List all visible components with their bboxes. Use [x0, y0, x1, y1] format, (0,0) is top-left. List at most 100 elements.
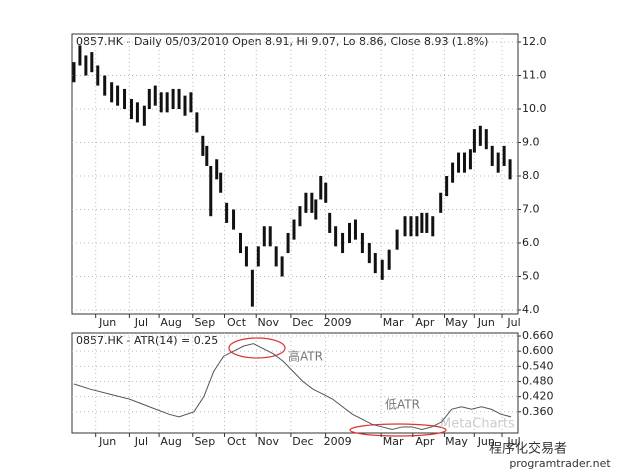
price-bar	[319, 176, 323, 200]
price-bar	[353, 219, 357, 240]
price-bar	[201, 135, 205, 156]
watermark: 程序化交易者	[489, 441, 567, 457]
price-bar	[310, 192, 314, 213]
x-tick-label: Jun	[477, 316, 495, 329]
price-bar	[153, 85, 157, 106]
price-bar	[165, 92, 169, 113]
x-tick-label: Jul	[506, 316, 520, 329]
price-bar	[84, 55, 88, 76]
watermark: programtrader.net	[509, 457, 611, 470]
price-bar	[195, 112, 199, 133]
price-bar	[177, 88, 181, 110]
price-bar	[129, 98, 133, 120]
atr-frame	[71, 332, 519, 434]
price-bar	[219, 172, 223, 193]
price-bar	[387, 249, 391, 270]
price-bar	[159, 92, 163, 113]
price-bar	[380, 259, 384, 280]
price-bar	[286, 232, 290, 254]
y-tick-label: 6.0	[522, 236, 540, 249]
price-bar	[478, 125, 482, 146]
price-bar	[183, 95, 187, 116]
price-bar	[110, 82, 114, 103]
y-tick-label: 0.540	[522, 359, 554, 372]
y-tick-label: 5.0	[522, 269, 540, 282]
price-bar	[472, 129, 476, 153]
x-tick-label: Mar	[383, 316, 404, 329]
x-tick-label: Aug	[160, 435, 181, 448]
y-tick-label: 11.0	[522, 69, 547, 82]
x-tick-label: Nov	[258, 435, 280, 448]
atr-line	[73, 343, 512, 430]
price-bar	[395, 229, 399, 250]
price-bar	[292, 219, 296, 240]
x-tick-label: 2009	[324, 435, 352, 448]
y-tick-label: 12.0	[522, 35, 547, 48]
price-bar	[250, 269, 254, 307]
price-bar	[496, 152, 500, 173]
x-tick-label: Jun	[477, 435, 495, 448]
price-bar	[334, 226, 338, 247]
watermark: MetaCharts	[440, 417, 515, 432]
high-atr-ellipse	[228, 337, 286, 359]
price-bar	[244, 246, 248, 267]
price-bar	[415, 216, 419, 237]
price-bar	[256, 246, 260, 267]
x-tick-label: Jul	[134, 435, 148, 448]
x-tick-label: May	[445, 316, 468, 329]
y-tick-label: 0.600	[522, 344, 554, 357]
price-bar	[225, 202, 229, 223]
price-bar	[314, 199, 318, 220]
x-tick-label: Jun	[98, 316, 116, 329]
price-bar	[171, 88, 175, 110]
price-bar	[462, 152, 466, 173]
price-bar	[215, 159, 219, 180]
price-bar	[403, 216, 407, 237]
price-bar	[341, 232, 345, 254]
price-bar	[348, 222, 352, 243]
price-bar	[373, 253, 377, 274]
x-tick-label: May	[445, 435, 468, 448]
price-bar	[147, 88, 151, 110]
price-bar	[123, 88, 127, 110]
y-tick-label: 9.0	[522, 136, 540, 149]
price-bar	[262, 226, 266, 247]
price-bar	[142, 105, 146, 126]
x-tick-label: Apr	[415, 435, 435, 448]
price-bar	[90, 52, 94, 73]
x-tick-label: Dec	[292, 435, 313, 448]
y-tick-label: 0.360	[522, 405, 554, 418]
price-bar	[367, 242, 371, 264]
price-bar	[324, 182, 328, 203]
price-bar	[502, 145, 506, 166]
y-tick-label: 0.480	[522, 374, 554, 387]
price-bar	[490, 145, 494, 166]
price-bar	[439, 192, 443, 213]
price-bar	[232, 209, 236, 230]
price-title: 0857.HK - Daily 05/03/2010 Open 8.91, Hi…	[76, 35, 488, 48]
x-tick-label: Oct	[227, 316, 247, 329]
x-tick-label: Mar	[383, 435, 404, 448]
price-bar	[78, 45, 82, 66]
price-frame	[71, 33, 519, 315]
price-bar	[328, 212, 332, 233]
x-tick-label: Jul	[134, 316, 148, 329]
x-tick-label: Apr	[415, 316, 435, 329]
y-tick-label: 0.420	[522, 390, 554, 403]
price-bar	[298, 206, 302, 227]
x-tick-label: 2009	[324, 316, 352, 329]
price-bar	[431, 216, 435, 237]
price-bar	[451, 162, 455, 183]
x-tick-label: Oct	[227, 435, 247, 448]
price-bar	[484, 129, 488, 150]
price-bar	[468, 149, 472, 170]
price-bar	[508, 159, 512, 180]
price-bar	[209, 165, 213, 217]
price-bar	[116, 85, 120, 106]
price-bar	[205, 145, 209, 166]
atr-title: 0857.HK - ATR(14) = 0.25	[76, 334, 218, 347]
price-bar	[96, 65, 100, 86]
price-bar	[457, 152, 461, 173]
x-tick-label: Jun	[98, 435, 116, 448]
